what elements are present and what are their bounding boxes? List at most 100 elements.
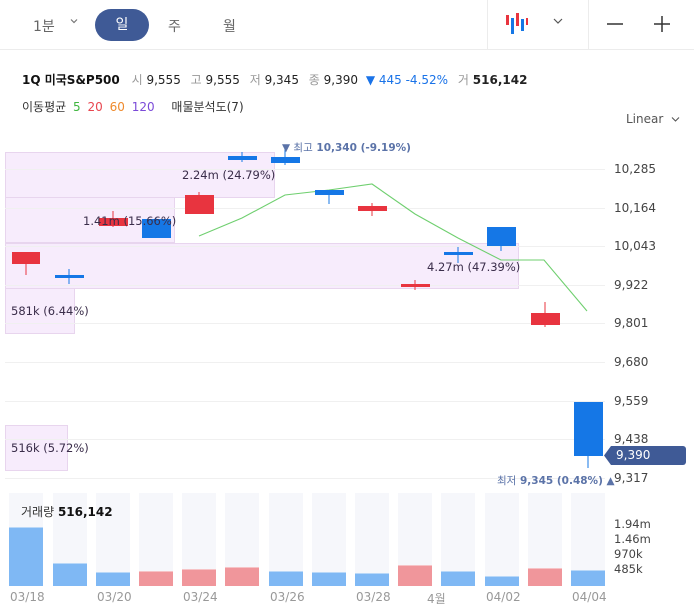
current-price-tag: 9,390: [604, 446, 686, 465]
y-tick: 9,801: [614, 316, 649, 330]
price-chart[interactable]: 2.24m (24.79%) 1.41m (15.66%) 4.27m (47.…: [0, 130, 694, 490]
gridline: [5, 439, 605, 440]
gridline: [5, 323, 605, 324]
gridline: [5, 208, 605, 209]
volume-bar: [139, 571, 173, 586]
volume-bar: [225, 567, 259, 586]
volume-profile-label: 1.41m (15.66%): [83, 214, 177, 228]
ma120-label[interactable]: 120: [131, 100, 155, 114]
low-label: 저: [249, 73, 261, 87]
volume-bar: [571, 570, 605, 586]
low-marker-key: 최저: [497, 475, 517, 487]
open-label: 시: [131, 73, 143, 87]
close-value: 9,390: [323, 73, 359, 87]
volume-profile-label[interactable]: 매물분석도(7): [171, 100, 244, 114]
volume-profile-label: 581k (6.44%): [11, 304, 89, 318]
ma5-label[interactable]: 5: [73, 100, 81, 114]
volume-slot: [182, 493, 216, 586]
minus-icon[interactable]: [605, 14, 625, 34]
volume-chart[interactable]: 거래량 516,142 1.94m 1.46m 970k 485k 03/18 …: [0, 490, 694, 611]
y-tick: 9,922: [614, 278, 649, 292]
volume-bar: [269, 571, 303, 586]
close-label: 종: [308, 73, 320, 87]
volume-bar: [96, 572, 130, 586]
high-marker-key: ▼ 최고: [282, 142, 313, 154]
gridline: [5, 169, 605, 170]
volume-slot: [9, 493, 43, 586]
volume-slot: [398, 493, 432, 586]
plus-icon[interactable]: [652, 14, 672, 34]
y-tick: 10,285: [614, 162, 656, 176]
volume-slot: [225, 493, 259, 586]
volume-bar: [182, 569, 216, 586]
volume-slot: [355, 493, 389, 586]
scale-mode-select[interactable]: Linear: [626, 112, 664, 126]
gridline: [5, 401, 605, 402]
volume-bar: [312, 572, 346, 586]
timeframe-day-button[interactable]: 일: [95, 9, 149, 41]
y-tick: 9,680: [614, 355, 649, 369]
volume-label: 거: [457, 73, 469, 87]
low-marker: 최저 9,345 (0.48%) ▲: [497, 473, 615, 488]
gridline: [5, 478, 605, 479]
volume-y-tick: 1.46m: [614, 532, 651, 546]
divider: [588, 0, 589, 50]
volume-slot: [139, 493, 173, 586]
volume-title-label: 거래량: [21, 505, 55, 519]
volume-y-tick: 970k: [614, 547, 643, 561]
gridline: [5, 285, 605, 286]
low-marker-value: 9,345 (0.48%) ▲: [519, 475, 615, 487]
chevron-down-icon[interactable]: [70, 17, 78, 25]
y-tick: 9,559: [614, 394, 649, 408]
volume-title: 거래량 516,142: [21, 503, 113, 520]
x-tick: 4월: [427, 592, 446, 606]
volume-slot: [96, 493, 130, 586]
divider: [487, 0, 488, 50]
high-marker-value: 10,340 (-9.19%): [316, 142, 411, 154]
x-tick: 03/20: [97, 590, 132, 604]
y-tick: 10,043: [614, 239, 656, 253]
volume-bar: [441, 571, 475, 586]
ohlc-info: 1Q 미국S&P500 시 9,555 고 9,555 저 9,345 종 9,…: [22, 71, 531, 88]
chevron-down-icon[interactable]: [671, 116, 680, 123]
timeframe-week-button[interactable]: 주: [168, 19, 181, 35]
volume-profile-label: 4.27m (47.39%): [427, 260, 521, 274]
instrument-name: 1Q 미국S&P500: [22, 73, 120, 87]
volume-slot: [528, 493, 562, 586]
timeframe-minute-button[interactable]: 1분: [33, 19, 55, 35]
volume-profile-bar: [5, 425, 68, 471]
volume-y-tick: 1.94m: [614, 517, 651, 531]
timeframe-month-button[interactable]: 월: [223, 19, 236, 35]
x-tick: 04/04: [572, 590, 607, 604]
volume-bar: [398, 565, 432, 586]
volume-slot: [441, 493, 475, 586]
x-tick: 03/28: [356, 590, 391, 604]
ma-label[interactable]: 이동평균: [22, 100, 67, 114]
volume-slot: [485, 493, 519, 586]
volume-profile-bar: [5, 243, 519, 289]
volume-value: 516,142: [472, 73, 528, 87]
ma20-label[interactable]: 20: [87, 100, 103, 114]
volume-profile-bar: [5, 288, 75, 334]
volume-bar: [528, 568, 562, 586]
high-label: 고: [190, 73, 202, 87]
candlestick-chart-icon[interactable]: [506, 12, 528, 36]
x-tick: 03/26: [270, 590, 305, 604]
volume-bar: [485, 576, 519, 586]
volume-bar: [9, 527, 43, 586]
y-tick: 10,164: [614, 201, 656, 215]
volume-slot: [312, 493, 346, 586]
gridline: [5, 362, 605, 363]
volume-y-tick: 485k: [614, 562, 643, 576]
ma60-label[interactable]: 60: [109, 100, 125, 114]
high-marker: ▼ 최고 10,340 (-9.19%): [282, 140, 411, 155]
volume-slot: [571, 493, 605, 586]
volume-title-value: 516,142: [57, 505, 113, 519]
open-value: 9,555: [146, 73, 181, 87]
chart-type-chevron-icon[interactable]: [553, 17, 563, 25]
y-tick: 9,438: [614, 432, 649, 446]
x-tick: 03/18: [10, 590, 45, 604]
gridline: [5, 246, 605, 247]
y-tick: 9,317: [614, 471, 649, 485]
volume-bar: [53, 563, 87, 586]
